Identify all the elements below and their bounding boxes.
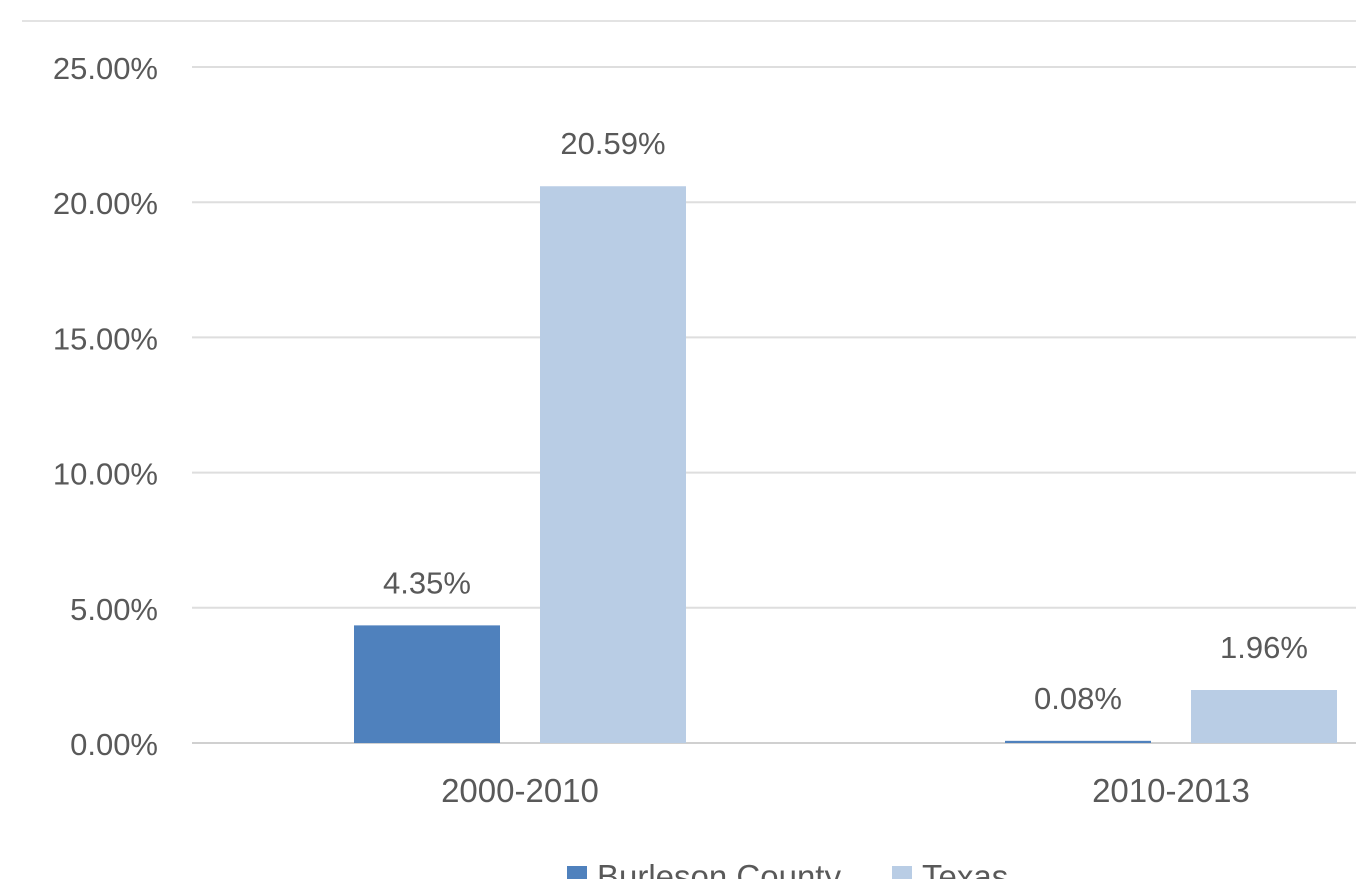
y-tick-label: 0.00% <box>70 727 158 762</box>
data-label: 4.35% <box>383 565 471 600</box>
bar-burleson-county-2010-2013 <box>1005 740 1151 743</box>
data-label: 1.96% <box>1220 630 1308 665</box>
y-tick-label: 25.00% <box>53 51 158 86</box>
bar-texas-2010-2013 <box>1191 690 1337 743</box>
data-label: 0.08% <box>1034 681 1122 716</box>
legend-label: Burleson County <box>597 858 841 879</box>
y-tick-label: 10.00% <box>53 457 158 492</box>
legend-swatch <box>567 866 587 884</box>
y-tick-label: 5.00% <box>70 592 158 627</box>
bars <box>354 186 1337 743</box>
legend: Burleson County Texas <box>567 858 1008 884</box>
y-axis-tick-labels: 0.00% 5.00% 10.00% 15.00% 20.00% 25.00% <box>53 51 158 762</box>
bar-texas-2000-2010 <box>540 186 686 743</box>
x-tick-label: 2010-2013 <box>1092 772 1250 809</box>
legend-swatch <box>892 866 912 884</box>
data-labels: 4.35% 0.08% 20.59% 1.96% <box>383 126 1308 716</box>
data-label: 20.59% <box>560 126 665 161</box>
y-tick-label: 15.00% <box>53 321 158 356</box>
legend-label: Texas <box>922 858 1008 879</box>
bar-burleson-county-2000-2010 <box>354 625 500 743</box>
x-axis-tick-labels: 2000-2010 2010-2013 <box>441 772 1250 809</box>
x-tick-label: 2000-2010 <box>441 772 599 809</box>
y-tick-label: 20.00% <box>53 186 158 221</box>
